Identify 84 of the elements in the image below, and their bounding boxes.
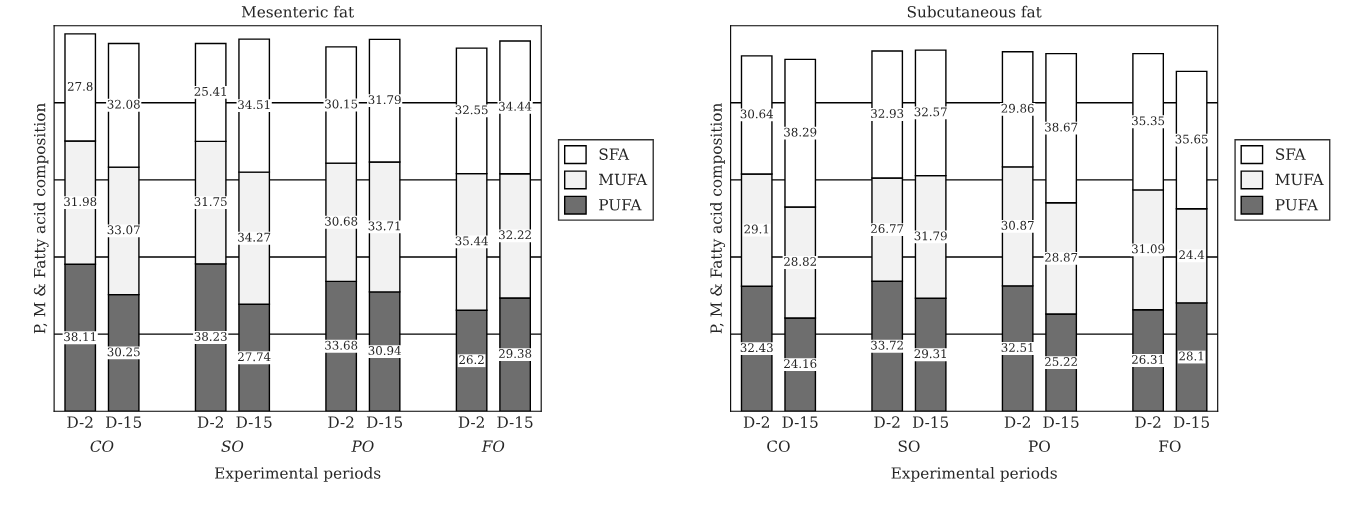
legend-label: PUFA bbox=[599, 199, 642, 211]
x-tick-label: D-2 bbox=[1135, 416, 1161, 428]
data-label: 31.98 bbox=[64, 197, 97, 207]
legend-label: PUFA bbox=[1275, 199, 1319, 211]
x-tick-label: D-2 bbox=[743, 416, 769, 428]
data-label: 32.22 bbox=[499, 230, 531, 240]
x-tick-label: D-2 bbox=[874, 416, 900, 428]
x-tick-label: D-15 bbox=[105, 416, 142, 428]
data-label: 25.41 bbox=[194, 86, 226, 96]
data-label: 31.09 bbox=[1132, 244, 1165, 254]
text: PO bbox=[351, 440, 374, 452]
legend-label: MUFA bbox=[599, 173, 648, 186]
data-label: 30.64 bbox=[740, 109, 774, 119]
data-label: 30.87 bbox=[1001, 220, 1034, 230]
data-label: 28.1 bbox=[1179, 351, 1204, 361]
text: SO bbox=[898, 440, 920, 452]
data-label: 27.8 bbox=[67, 81, 93, 91]
data-label: 32.08 bbox=[107, 99, 140, 109]
data-label: 27.74 bbox=[238, 352, 271, 362]
data-label: 29.31 bbox=[914, 349, 946, 359]
y-axis-title: P, M & Fatty acid composition bbox=[33, 103, 49, 334]
data-label: 34.51 bbox=[238, 100, 270, 110]
chart-title: Subcutaneous fat bbox=[907, 5, 1042, 18]
x-tick-label: D-15 bbox=[366, 416, 403, 428]
data-label: 25.22 bbox=[1045, 357, 1077, 367]
data-label: 31.79 bbox=[914, 231, 947, 241]
legend-label: SFA bbox=[599, 148, 630, 160]
data-label: 34.27 bbox=[238, 232, 271, 242]
data-label: 30.15 bbox=[325, 99, 358, 109]
legend-label: MUFA bbox=[1275, 173, 1324, 186]
data-label: 38.67 bbox=[1045, 122, 1078, 132]
data-label: 32.57 bbox=[914, 107, 947, 117]
data-label: 33.72 bbox=[871, 340, 903, 350]
x-tick-label: D-15 bbox=[1043, 416, 1079, 428]
data-label: 35.44 bbox=[455, 236, 488, 246]
x-tick-label: D-2 bbox=[67, 416, 93, 428]
x-tick-label: D-2 bbox=[458, 416, 484, 428]
data-label: 30.68 bbox=[325, 216, 358, 226]
data-label: 31.75 bbox=[194, 197, 227, 207]
x-tick-label: D-15 bbox=[1173, 416, 1209, 428]
data-label: 35.35 bbox=[1132, 116, 1165, 126]
x-axis-title: Experimental periods bbox=[891, 466, 1057, 482]
text: SO bbox=[221, 440, 244, 452]
x-tick-label: D-15 bbox=[236, 416, 272, 428]
data-label: 38.29 bbox=[784, 127, 817, 137]
data-label: 31.79 bbox=[368, 95, 401, 105]
text: CO bbox=[90, 440, 114, 452]
data-label: 38.23 bbox=[194, 332, 227, 341]
data-label: 29.1 bbox=[744, 224, 769, 234]
data-label: 30.94 bbox=[368, 346, 401, 355]
data-label: 24.4 bbox=[1179, 250, 1205, 260]
text: FO bbox=[1159, 440, 1181, 452]
text: CO bbox=[767, 440, 790, 452]
data-label: 32.51 bbox=[1001, 343, 1033, 352]
x-tick-label: D-2 bbox=[1004, 416, 1030, 428]
data-label: 33.68 bbox=[325, 340, 358, 350]
data-label: 26.31 bbox=[1132, 354, 1164, 364]
x-tick-label: D-15 bbox=[782, 416, 818, 428]
data-label: 29.38 bbox=[499, 349, 532, 358]
data-label: 32.93 bbox=[871, 109, 904, 118]
data-label: 32.55 bbox=[455, 105, 488, 115]
data-label: 26.2 bbox=[459, 355, 484, 365]
x-tick-label: D-2 bbox=[328, 416, 354, 428]
y-axis-title: P, M & Fatty acid composition bbox=[710, 103, 726, 334]
data-label: 28.82 bbox=[784, 257, 816, 266]
text: PO bbox=[1028, 440, 1050, 452]
data-label: 26.77 bbox=[871, 224, 904, 234]
data-label: 38.11 bbox=[64, 332, 96, 342]
data-label: 24.16 bbox=[784, 359, 817, 369]
x-tick-label: D-15 bbox=[912, 416, 949, 428]
data-label: 32.43 bbox=[740, 343, 773, 353]
data-label: 33.07 bbox=[107, 225, 140, 235]
data-label: 35.65 bbox=[1175, 134, 1208, 144]
chart-title: Mesenteric fat bbox=[241, 5, 355, 18]
text: FO bbox=[481, 440, 505, 452]
data-label: 29.86 bbox=[1001, 103, 1034, 113]
data-label: 30.25 bbox=[107, 347, 140, 357]
legend-label: SFA bbox=[1276, 148, 1306, 160]
data-label: 33.71 bbox=[368, 221, 400, 231]
data-label: 34.44 bbox=[499, 101, 532, 111]
data-label: 28.87 bbox=[1045, 252, 1078, 262]
x-axis-title: Experimental periods bbox=[215, 466, 381, 482]
x-tick-label: D-2 bbox=[197, 416, 223, 428]
x-tick-label: D-15 bbox=[497, 416, 533, 428]
